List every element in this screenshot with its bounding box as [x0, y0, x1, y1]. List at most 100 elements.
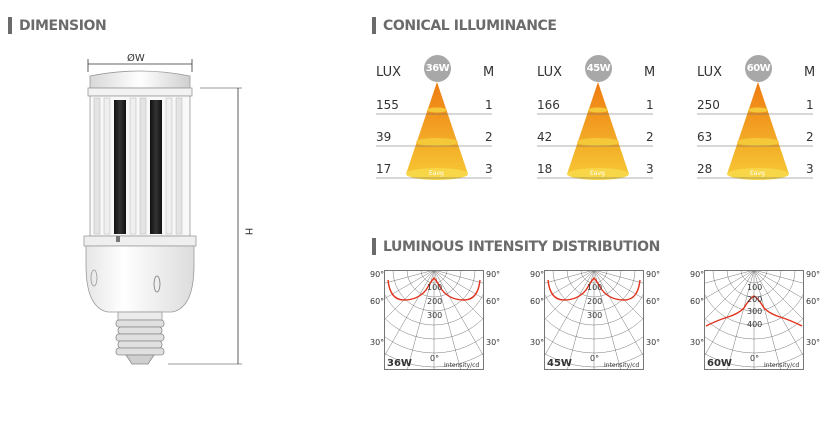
lux-header: LUX: [376, 65, 402, 80]
polar-radial: [384, 270, 435, 358]
angle-label-0: 0°: [430, 354, 440, 363]
conical-title-text: CONICAL ILLUMINANCE: [383, 17, 557, 34]
angle-label-60-left: 60°: [530, 297, 545, 306]
wattage-badge: 45W: [585, 55, 612, 82]
lux-header: LUX: [537, 65, 563, 80]
eavg-label: Eavg: [590, 170, 605, 177]
polar-radial: [433, 270, 484, 284]
ring-label: 400: [747, 320, 763, 329]
ring-label: 300: [587, 311, 603, 320]
height-label: H: [242, 227, 254, 236]
angle-label-90-right: 90°: [646, 270, 661, 279]
angle-label-30-left: 30°: [690, 338, 705, 347]
polar-radial: [704, 270, 755, 300]
polar-radial: [593, 270, 644, 321]
polar-radial: [384, 270, 435, 300]
angle-label-60-right: 60°: [806, 297, 821, 306]
intensity-label: Intensity/cd: [604, 362, 640, 369]
eavg-label: Eavg: [750, 170, 765, 177]
meter-value: 3: [485, 162, 493, 176]
polar-radial: [593, 270, 644, 284]
ring-label: 100: [427, 283, 443, 292]
dimension-section-title: DIMENSION: [8, 17, 107, 34]
polar-radial: [433, 270, 484, 358]
illuminance-cone: [697, 82, 813, 180]
polar-radial: [566, 270, 595, 370]
lux-value: 63: [697, 130, 713, 144]
ring-label: 100: [587, 283, 603, 292]
polar-radial: [433, 270, 484, 321]
angle-label-0: 0°: [590, 354, 600, 363]
wattage-badge: 60W: [745, 55, 772, 82]
lux-value: 17: [376, 162, 392, 176]
polar-radial: [433, 270, 484, 300]
angle-label-90-left: 90°: [370, 270, 385, 279]
eavg-label: Eavg: [429, 170, 444, 177]
polar-radial: [544, 270, 595, 321]
polar-grid: [384, 270, 484, 370]
intensity-label: Intensity/cd: [764, 362, 800, 369]
intensity-curve: [705, 295, 803, 327]
polar-radial: [753, 270, 782, 370]
polar-wattage-label: 45W: [547, 358, 572, 369]
polar-radial: [544, 270, 595, 300]
polar-diagram-60w: 90° 90° 60° 60° 30° 30° 0° 60W Intensity…: [690, 270, 820, 372]
lux-value: 42: [537, 130, 553, 144]
meter-value: 1: [646, 98, 654, 112]
polar-radial: [544, 270, 595, 284]
width-label: ØW: [127, 53, 145, 64]
meter-value: 1: [806, 98, 814, 112]
meter-value: 3: [806, 162, 814, 176]
luminous-title-text: LUMINOUS INTENSITY DISTRIBUTION: [383, 238, 660, 255]
angle-label-90-right: 90°: [806, 270, 821, 279]
meter-value: 2: [485, 130, 493, 144]
meter-value: 1: [485, 98, 493, 112]
polar-radial: [384, 270, 435, 321]
polar-radial: [593, 270, 622, 370]
ring-label: 300: [427, 311, 443, 320]
ring-label: 200: [747, 295, 763, 304]
angle-label-90-left: 90°: [690, 270, 705, 279]
ring-label: 200: [427, 297, 443, 306]
lux-value: 18: [537, 162, 553, 176]
polar-radial: [544, 270, 595, 358]
meter-value: 3: [646, 162, 654, 176]
polar-radial: [704, 270, 755, 284]
polar-radial: [384, 270, 435, 284]
illuminance-cone: [376, 82, 492, 180]
angle-label-30-right: 30°: [806, 338, 821, 347]
angle-label-30-right: 30°: [646, 338, 661, 347]
lux-value: 39: [376, 130, 392, 144]
illuminance-cone: [537, 82, 653, 180]
polar-radial: [406, 270, 435, 370]
angle-label-30-right: 30°: [486, 338, 501, 347]
m-header: M: [804, 65, 816, 80]
intensity-curve: [387, 277, 481, 301]
polar-grid: [544, 270, 644, 370]
lux-value: 28: [697, 162, 713, 176]
polar-radial: [753, 270, 804, 284]
polar-wattage-label: 36W: [387, 358, 412, 369]
section-marker: [8, 17, 12, 34]
angle-label-30-left: 30°: [370, 338, 385, 347]
polar-diagram-45w: 90° 90° 60° 60° 30° 30° 0° 45W Intensity…: [530, 270, 660, 372]
ring-label: 200: [587, 297, 603, 306]
polar-radial: [704, 270, 755, 321]
polar-radial: [753, 270, 804, 300]
section-marker: [372, 17, 376, 34]
polar-radial: [593, 270, 644, 300]
ring-label: 300: [747, 307, 763, 316]
luminous-section-title: LUMINOUS INTENSITY DISTRIBUTION: [372, 238, 660, 255]
cone-block-60w: LUX M 60W 250 1 63 2 28 3 Eavg: [697, 52, 817, 182]
lux-value: 166: [537, 98, 560, 112]
polar-radial: [753, 270, 804, 321]
cone-block-36w: LUX M 36W 155 1 39 2 17 3 Eavg: [376, 52, 496, 182]
cone-block-45w: LUX M 45W 166 1 42 2 18 3 Eavg: [537, 52, 657, 182]
intensity-label: Intensity/cd: [444, 362, 480, 369]
angle-label-60-left: 60°: [690, 297, 705, 306]
lux-value: 155: [376, 98, 399, 112]
lux-header: LUX: [697, 65, 723, 80]
polar-radial: [753, 270, 804, 358]
polar-radial: [726, 270, 755, 370]
conical-section-title: CONICAL ILLUMINANCE: [372, 17, 557, 34]
